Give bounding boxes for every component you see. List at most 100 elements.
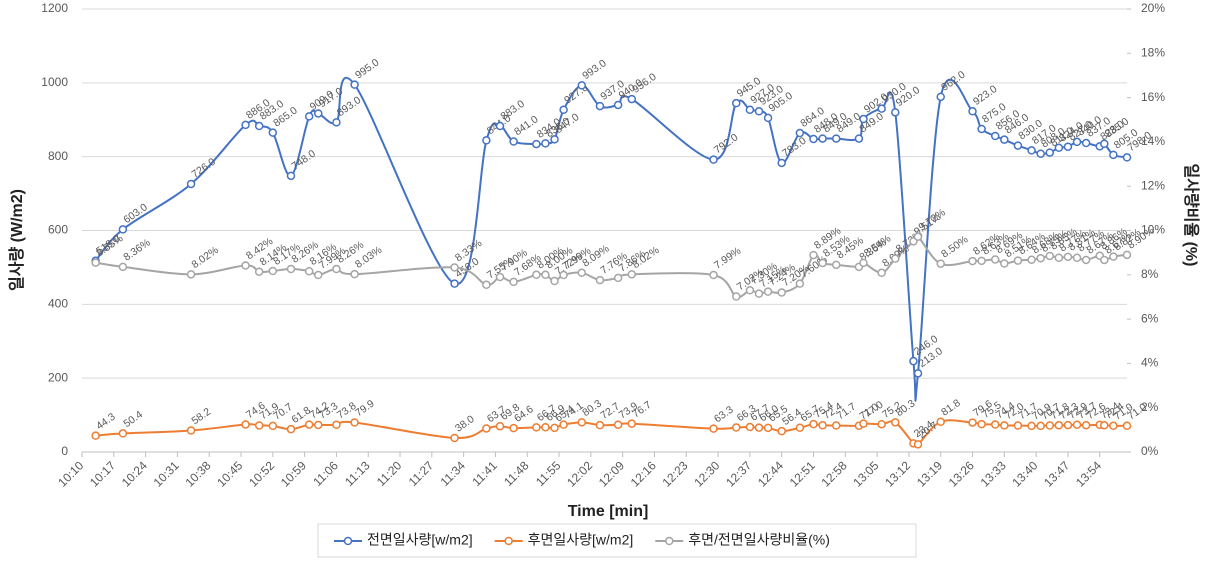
y2-axis-title: 일사량비율 (%) — [1182, 164, 1201, 267]
x-tick-label: 11:48 — [501, 458, 532, 489]
data-point — [1036, 421, 1045, 431]
data-point — [990, 420, 1000, 429]
data-point — [268, 266, 278, 276]
data-label: 9.72% — [916, 207, 947, 234]
legend-marker — [665, 536, 674, 546]
x-tick-label: 12:23 — [660, 458, 691, 489]
data-point — [891, 108, 900, 117]
legend-box — [317, 523, 917, 558]
data-point — [990, 255, 1000, 264]
data-label: 792.0 — [712, 131, 741, 156]
y-tick-label: 400 — [48, 297, 68, 311]
data-point — [613, 100, 623, 110]
x-tick-label: 10:10 — [55, 458, 86, 489]
data-label: 8.36% — [121, 237, 152, 264]
series-line — [94, 76, 1128, 402]
data-point — [977, 124, 986, 134]
data-point — [1013, 256, 1023, 265]
data-point — [777, 426, 786, 436]
data-point — [627, 94, 637, 104]
x-tick-label: 12:16 — [628, 458, 659, 489]
data-point — [186, 270, 196, 279]
data-point — [314, 420, 323, 430]
data-point — [627, 270, 637, 279]
legend-label: 후면/전면일사량비율(%) — [688, 532, 830, 548]
data-point — [1036, 253, 1045, 263]
data-point — [314, 109, 323, 118]
data-point — [745, 286, 755, 295]
data-point — [732, 292, 741, 301]
x-tick-label: 12:30 — [691, 458, 722, 489]
data-point — [254, 421, 264, 430]
data-point — [1013, 421, 1023, 430]
data-label: 995.0 — [353, 56, 382, 81]
data-point — [831, 134, 841, 143]
data-point — [1122, 250, 1132, 260]
data-point — [186, 426, 196, 435]
data-point — [350, 418, 359, 427]
y2-tick-label: 6% — [1141, 311, 1159, 325]
x-tick-label: 12:02 — [564, 458, 595, 489]
y2-tick-label: 16% — [1141, 90, 1165, 104]
data-point — [559, 420, 568, 429]
y2-tick-label: 0% — [1141, 444, 1159, 458]
data-point — [809, 134, 818, 144]
data-point — [482, 136, 491, 145]
data-point — [1081, 255, 1091, 265]
data-point — [818, 421, 827, 430]
data-label: 38.0 — [453, 413, 477, 435]
x-tick-label: 10:45 — [214, 458, 245, 489]
x-tick-label: 11:34 — [438, 458, 469, 489]
y-tick-label: 600 — [48, 223, 68, 237]
data-point — [1122, 421, 1132, 431]
x-tick-label: 11:27 — [406, 458, 437, 489]
data-point — [891, 254, 900, 263]
data-point — [754, 289, 764, 298]
y-tick-label: 800 — [48, 149, 68, 163]
x-tick-label: 11:55 — [533, 458, 564, 489]
data-point — [913, 440, 923, 449]
y2-tick-label: 12% — [1141, 178, 1165, 192]
x-tick-label: 10:24 — [119, 458, 150, 489]
data-label: 8.02% — [189, 244, 220, 271]
x-tick-label: 12:44 — [755, 458, 786, 489]
y2-tick-label: 18% — [1141, 45, 1165, 59]
x-tick-label: 10:17 — [87, 458, 118, 489]
data-point — [795, 279, 805, 288]
data-point — [754, 423, 764, 432]
data-point — [1054, 253, 1064, 262]
data-point — [482, 280, 491, 290]
data-point — [818, 258, 827, 268]
data-point — [1081, 420, 1091, 430]
legend-marker — [343, 536, 353, 546]
data-point — [763, 423, 773, 433]
data-point — [831, 260, 841, 270]
data-point — [268, 128, 278, 137]
x-tick-label: 11:06 — [310, 458, 341, 489]
data-point — [1122, 153, 1132, 162]
data-point — [495, 421, 505, 431]
data-point — [763, 113, 773, 123]
data-point — [613, 273, 623, 283]
data-label: 883.0 — [498, 98, 527, 123]
data-point — [1045, 148, 1055, 157]
data-point — [450, 433, 459, 443]
data-point — [1054, 143, 1064, 153]
data-point — [818, 134, 827, 143]
data-point — [118, 429, 128, 438]
data-point — [977, 256, 986, 266]
data-point — [595, 275, 605, 285]
data-point — [859, 258, 868, 268]
data-point — [1027, 421, 1036, 431]
data-point — [1100, 255, 1109, 265]
y2-tick-label: 10% — [1141, 223, 1165, 237]
data-point — [482, 424, 491, 433]
data-point — [745, 422, 755, 432]
data-point — [286, 264, 296, 274]
data-point — [314, 270, 323, 280]
data-point — [968, 418, 977, 427]
data-label: 44.3 — [94, 411, 118, 433]
data-point — [1027, 255, 1036, 264]
data-point — [831, 421, 841, 430]
data-point — [1109, 252, 1118, 261]
